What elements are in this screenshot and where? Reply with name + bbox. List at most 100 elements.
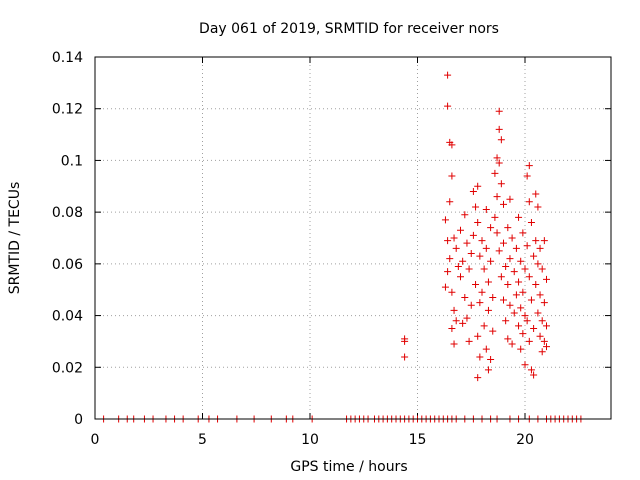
- data-point: [497, 136, 505, 144]
- data-point: [489, 293, 497, 301]
- data-point: [457, 273, 464, 281]
- data-point: [461, 293, 469, 301]
- data-point: [540, 299, 548, 307]
- data-point: [452, 317, 460, 325]
- data-point: [441, 283, 449, 291]
- data-point: [478, 237, 486, 245]
- y-tick-label: 0.06: [52, 257, 83, 273]
- data-point: [482, 206, 490, 214]
- data-point: [506, 195, 514, 203]
- data-point: [502, 317, 510, 325]
- data-point: [517, 257, 525, 265]
- data-point: [525, 198, 533, 206]
- data-point: [543, 275, 550, 283]
- data-point: [459, 257, 467, 265]
- data-point: [474, 182, 482, 190]
- data-point: [484, 278, 492, 286]
- data-point: [474, 374, 482, 382]
- data-point: [446, 198, 454, 206]
- data-point: [532, 190, 540, 198]
- data-point: [491, 169, 499, 177]
- y-tick-label: 0.04: [52, 309, 83, 325]
- data-point: [459, 319, 467, 327]
- data-point: [536, 244, 544, 252]
- data-point: [523, 172, 531, 180]
- data-point: [491, 213, 499, 221]
- data-point: [444, 71, 452, 79]
- data-point: [474, 332, 482, 340]
- data-point: [401, 337, 409, 345]
- data-point: [536, 332, 544, 340]
- data-point: [502, 262, 510, 270]
- data-point: [540, 237, 548, 245]
- data-point: [521, 312, 529, 320]
- data-point: [450, 306, 458, 314]
- data-point: [476, 252, 484, 260]
- data-point: [487, 224, 495, 232]
- data-point: [500, 239, 507, 247]
- data-points: [100, 71, 585, 423]
- data-point: [495, 125, 503, 133]
- y-tick-label: 0: [74, 412, 83, 428]
- x-tick-label: 20: [516, 432, 534, 448]
- data-point: [530, 252, 538, 260]
- data-point: [525, 273, 533, 281]
- data-point: [454, 262, 462, 270]
- data-point: [504, 224, 512, 232]
- x-tick-label: 10: [301, 432, 319, 448]
- y-tick-label: 0.1: [61, 153, 83, 169]
- data-point: [506, 301, 514, 309]
- data-point: [515, 322, 523, 330]
- y-tick-label: 0.12: [52, 102, 83, 118]
- data-point: [401, 353, 409, 361]
- data-point: [495, 159, 503, 167]
- data-point: [538, 348, 546, 356]
- data-point: [495, 247, 503, 255]
- data-point: [463, 314, 471, 322]
- data-point: [525, 162, 533, 170]
- data-point: [523, 242, 531, 250]
- data-point: [476, 299, 484, 307]
- data-point: [444, 102, 452, 110]
- data-point: [480, 322, 488, 330]
- data-point: [527, 218, 535, 226]
- data-point: [448, 325, 456, 332]
- data-point: [540, 337, 548, 345]
- data-point: [530, 371, 538, 379]
- x-axis-label: GPS time / hours: [290, 459, 407, 475]
- data-point: [543, 322, 550, 330]
- data-point: [484, 306, 492, 314]
- grid-lines: [95, 57, 611, 419]
- data-point: [489, 327, 497, 335]
- data-point: [534, 309, 542, 317]
- data-point: [521, 361, 529, 369]
- data-point: [467, 301, 475, 309]
- data-point: [510, 309, 518, 317]
- data-point: [497, 180, 505, 188]
- data-point: [519, 229, 527, 237]
- data-point: [521, 265, 529, 273]
- data-point: [517, 345, 525, 353]
- data-point: [512, 291, 520, 299]
- x-tick-label: 5: [198, 432, 207, 448]
- data-point: [493, 154, 501, 162]
- data-point: [450, 340, 458, 348]
- data-point: [478, 288, 486, 296]
- data-point: [457, 226, 464, 234]
- data-point: [519, 288, 527, 296]
- data-point: [472, 203, 480, 211]
- data-point: [465, 337, 473, 345]
- y-tick-label: 0.02: [52, 360, 83, 376]
- data-point: [500, 296, 507, 304]
- data-point: [461, 211, 469, 219]
- data-point: [493, 193, 501, 201]
- axis-ticks: [94, 56, 611, 420]
- data-point: [448, 288, 456, 296]
- data-point: [448, 172, 456, 180]
- data-point: [452, 244, 460, 252]
- data-point: [538, 317, 546, 325]
- data-point: [484, 366, 492, 374]
- data-point: [532, 281, 540, 289]
- y-tick-label: 0.08: [52, 205, 83, 221]
